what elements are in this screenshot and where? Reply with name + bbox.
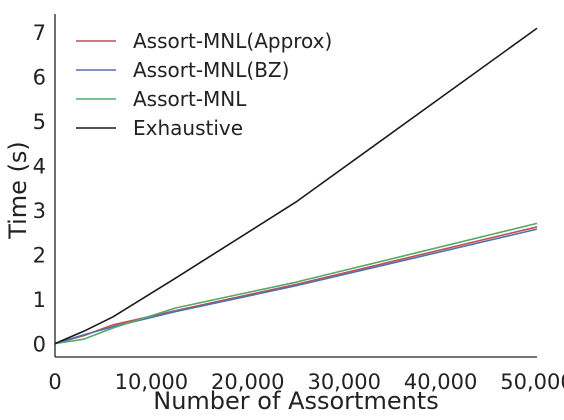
series-layer — [54, 27, 538, 345]
y-tick-labels: 0 1 2 3 4 5 6 7 — [33, 21, 46, 357]
x-tick-label: 0 — [48, 370, 61, 394]
y-tick-label: 4 — [33, 154, 46, 178]
legend-label-3: Exhaustive — [133, 116, 243, 140]
x-tick-label: 30,000 — [307, 370, 380, 394]
x-tick-label: 50,000 — [500, 370, 564, 394]
y-tick-label: 0 — [33, 333, 46, 357]
series-line-3 — [54, 27, 538, 345]
y-tick-label: 2 — [33, 244, 46, 268]
x-tick-label: 20,000 — [211, 370, 284, 394]
series-line-1 — [54, 228, 538, 345]
x-tick-labels: 0 10,000 20,000 30,000 40,000 50,000 — [48, 370, 564, 394]
y-tick-label: 3 — [33, 199, 46, 223]
y-axis-title: Time (s) — [4, 141, 32, 240]
legend-label-2: Assort-MNL — [133, 87, 247, 111]
x-tick-label: 10,000 — [115, 370, 188, 394]
legend: Assort-MNL(Approx) Assort-MNL(BZ) Assort-M… — [76, 29, 332, 140]
x-axis-title: Number of Assortments — [153, 387, 438, 415]
series-line-2 — [54, 222, 538, 345]
legend-label-0: Assort-MNL(Approx) — [133, 29, 332, 53]
y-tick-label: 5 — [33, 110, 46, 134]
y-tick-label: 1 — [33, 288, 46, 312]
y-tick-label: 6 — [33, 65, 46, 89]
y-tick-label: 7 — [33, 21, 46, 45]
legend-label-1: Assort-MNL(BZ) — [133, 58, 289, 82]
x-tick-label: 40,000 — [404, 370, 477, 394]
